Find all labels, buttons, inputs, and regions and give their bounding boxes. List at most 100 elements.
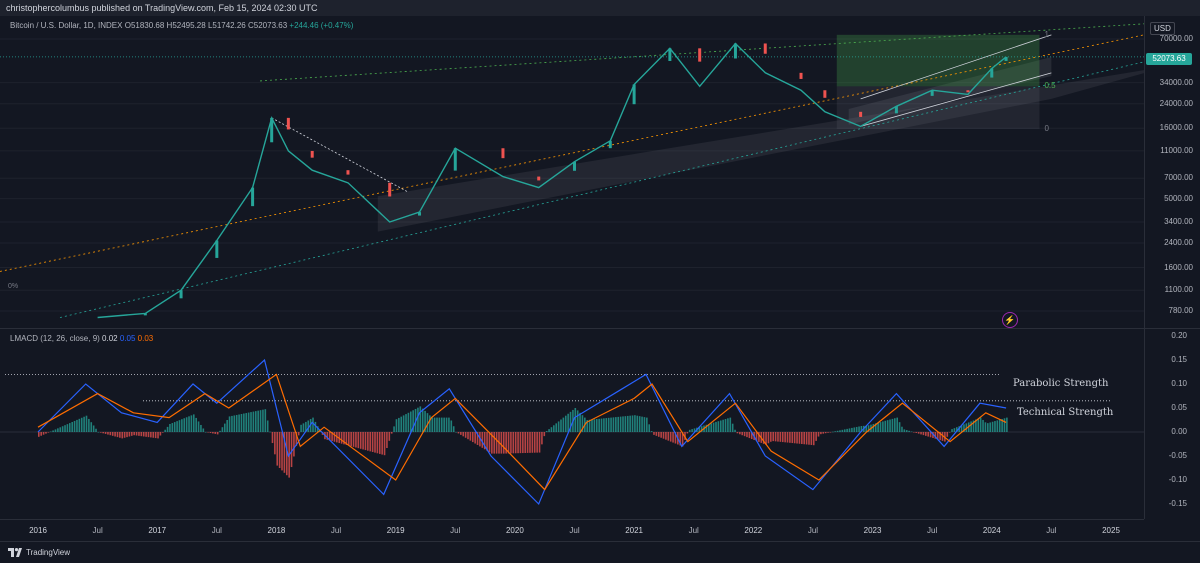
- macd-histogram-bar: [436, 417, 438, 432]
- pane-divider[interactable]: [0, 328, 1200, 329]
- macd-histogram-bar: [894, 418, 896, 432]
- macd-tick-label: 0.20: [1171, 331, 1187, 340]
- macd-histogram-bar: [185, 417, 188, 432]
- macd-histogram-bar: [235, 414, 238, 432]
- macd-histogram-bar: [526, 432, 529, 453]
- price-pane[interactable]: [0, 16, 1144, 328]
- macd-histogram-bar: [867, 425, 870, 432]
- price-chart[interactable]: [0, 16, 1144, 328]
- currency-badge[interactable]: USD: [1150, 22, 1175, 35]
- macd-histogram-bar: [705, 424, 708, 432]
- macd-histogram-bar: [128, 432, 131, 437]
- macd-histogram-bar: [226, 420, 228, 432]
- price-candle: [698, 48, 702, 62]
- macd-histogram-bar: [243, 413, 245, 432]
- macd-histogram-bar: [355, 432, 357, 448]
- macd-histogram-bar: [68, 423, 71, 432]
- macd-histogram-bar: [708, 424, 710, 432]
- macd-histogram-bar: [123, 432, 126, 438]
- macd-histogram-bar: [364, 432, 367, 451]
- macd-histogram-bar: [78, 418, 81, 432]
- macd-histogram-bar: [166, 426, 169, 432]
- price-candle: [179, 290, 183, 299]
- macd-histogram-bar: [612, 417, 615, 432]
- macd-histogram-bar: [386, 432, 388, 448]
- macd-histogram-bar: [970, 421, 972, 432]
- macd-histogram-bar: [362, 432, 364, 450]
- macd-tick-label: -0.15: [1168, 499, 1187, 508]
- macd-histogram-bar: [491, 432, 493, 454]
- time-tick-label: Jul: [1046, 526, 1057, 535]
- macd-histogram-bar: [388, 432, 391, 441]
- time-tick-label: Jul: [330, 526, 342, 535]
- macd-histogram-bar: [395, 419, 398, 432]
- macd-histogram-bar: [283, 432, 286, 473]
- macd-histogram-bar: [987, 423, 989, 432]
- macd-histogram-bar: [595, 419, 598, 432]
- macd-histogram-bar: [543, 432, 546, 437]
- macd-histogram-bar: [748, 432, 751, 439]
- macd-histogram-bar: [672, 432, 674, 443]
- macd-histogram-bar: [216, 432, 219, 435]
- symbol-legend: Bitcoin / U.S. Dollar, 1D, INDEX O51830.…: [10, 21, 353, 30]
- price-candle: [251, 187, 255, 207]
- macd-pane[interactable]: [0, 329, 1144, 519]
- macd-histogram-bar: [57, 428, 59, 432]
- macd-histogram-bar: [591, 419, 593, 432]
- time-tick-label: 2017: [148, 526, 167, 535]
- zero-percent-label: 0%: [8, 283, 19, 290]
- price-candle: [823, 90, 827, 98]
- macd-histogram-bar: [765, 432, 767, 445]
- macd-histogram-bar: [80, 417, 83, 432]
- macd-histogram-bar: [73, 420, 76, 432]
- macd-histogram-bar: [507, 432, 510, 454]
- ohlc-open: O51830.68: [124, 21, 165, 30]
- macd-histogram-bar: [314, 421, 317, 432]
- macd-histogram-bar: [433, 417, 436, 432]
- macd-histogram-bar: [290, 432, 293, 468]
- macd-histogram-bar: [493, 432, 496, 454]
- macd-histogram-bar: [717, 421, 720, 432]
- macd-histogram-bar: [183, 418, 186, 432]
- price-axis[interactable]: 70000.00 34000.00 24000.00 16000.00 11000.00…: [1144, 16, 1200, 519]
- macd-tick-label: 0.10: [1171, 379, 1187, 388]
- macd-histogram-bar: [383, 432, 386, 456]
- price-candle: [632, 84, 636, 105]
- macd-line: [37, 358, 1007, 506]
- macd-histogram-bar: [634, 415, 636, 432]
- macd-histogram-bar: [758, 432, 760, 442]
- price-candle: [966, 90, 970, 93]
- macd-histogram-bar: [905, 430, 908, 432]
- macd-histogram-bar: [762, 432, 765, 444]
- macd-histogram-bar: [121, 432, 124, 439]
- macd-histogram-bar: [76, 419, 78, 432]
- lightning-icon[interactable]: ⚡: [1002, 312, 1018, 328]
- macd-histogram-bar: [223, 423, 226, 432]
- macd-histogram-bar: [586, 420, 589, 432]
- macd-histogram-bar: [791, 432, 794, 444]
- macd-histogram-bar: [171, 423, 174, 432]
- macd-histogram-bar: [963, 424, 965, 432]
- macd-tick-label: 0.05: [1171, 403, 1187, 412]
- macd-histogram-bar: [960, 425, 963, 432]
- footer-brand: TradingView: [26, 548, 71, 557]
- ohlc-high: H52495.28: [166, 21, 206, 30]
- macd-histogram-bar: [390, 432, 393, 434]
- macd-histogram-bar: [843, 429, 846, 432]
- macd-histogram-bar: [190, 415, 193, 432]
- macd-histogram-bar: [545, 431, 548, 432]
- macd-histogram-bar: [739, 432, 741, 435]
- macd-histogram-bar: [688, 429, 691, 432]
- macd-histogram-bar: [898, 422, 901, 432]
- macd-histogram-bar: [784, 432, 786, 443]
- macd-histogram-bar: [164, 429, 166, 432]
- time-axis[interactable]: 2016 Jul 2017 Jul 2018 Jul 2019 Jul 2020 Jul 2021 J…: [0, 519, 1144, 542]
- macd-chart[interactable]: [0, 329, 1144, 519]
- macd-histogram-bar: [154, 432, 157, 439]
- macd-histogram-bar: [743, 432, 746, 437]
- macd-histogram-bar: [378, 432, 381, 454]
- macd-histogram-bar: [481, 432, 484, 448]
- macd-histogram-bar: [173, 422, 176, 432]
- last-price-tag: 52073.63: [1146, 53, 1192, 65]
- macd-histogram-bar: [536, 432, 538, 453]
